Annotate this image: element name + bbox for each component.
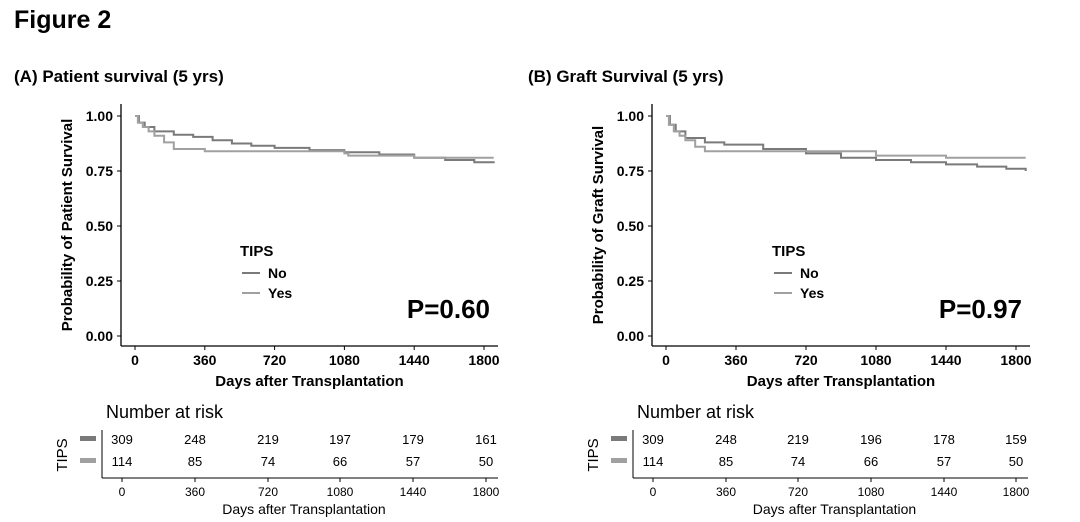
risk-x-tick-label: 0 <box>119 485 126 499</box>
risk-x-tick-label: 1080 <box>327 485 354 499</box>
x-axis-label: Days after Transplantation <box>215 373 403 390</box>
risk-table-x-axis-label: Days after Transplantation <box>222 501 385 517</box>
risk-table-strata-label: TIPS <box>585 438 602 471</box>
risk-table-x-axis-label: Days after Transplantation <box>753 501 916 517</box>
x-tick-label: 1440 <box>930 352 961 368</box>
x-tick-label: 0 <box>131 352 139 368</box>
risk-x-tick-label: 1800 <box>473 485 500 499</box>
y-tick-label: 1.00 <box>617 108 644 124</box>
risk-x-tick-label: 1080 <box>858 485 885 499</box>
panel-title: (B) Graft Survival (5 yrs) <box>528 67 724 86</box>
p-value-annotation: P=0.97 <box>939 294 1022 324</box>
risk-count: 248 <box>715 432 737 447</box>
x-tick-label: 1800 <box>1000 352 1031 368</box>
x-tick-label: 360 <box>724 352 748 368</box>
x-tick-label: 1080 <box>329 352 360 368</box>
figure-title: Figure 2 <box>14 6 112 34</box>
risk-count: 114 <box>643 454 664 469</box>
risk-count: 114 <box>112 454 133 469</box>
risk-x-tick-label: 360 <box>185 485 205 499</box>
risk-count: 179 <box>402 432 424 447</box>
risk-count: 196 <box>860 432 882 447</box>
risk-count: 85 <box>188 454 202 469</box>
x-tick-label: 720 <box>263 352 287 368</box>
risk-table-heading: Number at risk <box>106 402 224 422</box>
y-tick-label: 0.00 <box>617 328 644 344</box>
x-tick-label: 1080 <box>860 352 891 368</box>
y-tick-label: 0.25 <box>86 273 113 289</box>
risk-x-tick-label: 720 <box>258 485 278 499</box>
risk-row-strip-yes <box>611 458 627 463</box>
risk-count: 309 <box>642 432 664 447</box>
x-tick-label: 360 <box>193 352 217 368</box>
risk-row-strip-no <box>611 436 627 441</box>
x-tick-label: 0 <box>662 352 670 368</box>
risk-count: 50 <box>479 454 493 469</box>
risk-count: 50 <box>1009 454 1023 469</box>
legend-label-no: No <box>268 265 287 281</box>
risk-count: 219 <box>787 432 809 447</box>
y-tick-label: 0.75 <box>86 163 113 179</box>
legend-title: TIPS <box>772 243 805 260</box>
risk-x-tick-label: 0 <box>650 485 657 499</box>
y-tick-label: 0.50 <box>617 218 644 234</box>
legend-title: TIPS <box>240 243 273 260</box>
risk-count: 74 <box>791 454 805 469</box>
legend-label-no: No <box>800 265 819 281</box>
x-tick-label: 1800 <box>468 352 499 368</box>
x-axis-label: Days after Transplantation <box>747 373 935 390</box>
risk-count: 159 <box>1005 432 1027 447</box>
risk-x-tick-label: 720 <box>788 485 808 499</box>
risk-count: 57 <box>937 454 951 469</box>
risk-x-tick-label: 360 <box>716 485 736 499</box>
risk-row-strip-no <box>80 436 96 441</box>
risk-table-heading: Number at risk <box>637 402 755 422</box>
y-tick-label: 0.00 <box>86 328 113 344</box>
x-tick-label: 720 <box>794 352 818 368</box>
chart-panel-a: (A) Patient survival (5 yrs) 0.00 0.25 0.50… <box>14 67 500 517</box>
y-tick-label: 0.50 <box>86 218 113 234</box>
y-tick-label: 0.25 <box>617 273 644 289</box>
x-tick-label: 1440 <box>399 352 430 368</box>
y-axis-label: Probability of Graft Survival <box>590 126 607 324</box>
legend-label-yes: Yes <box>800 285 824 301</box>
risk-x-tick-label: 1800 <box>1003 485 1030 499</box>
risk-count: 219 <box>257 432 279 447</box>
risk-count: 74 <box>261 454 275 469</box>
risk-count: 248 <box>184 432 206 447</box>
risk-count: 178 <box>933 432 955 447</box>
chart-panel-b: (B) Graft Survival (5 yrs) 0.00 0.25 0.50 0.… <box>528 67 1032 517</box>
y-axis-label: Probability of Patient Survival <box>59 119 76 332</box>
risk-table-strata-label: TIPS <box>54 438 71 471</box>
y-tick-label: 1.00 <box>86 108 113 124</box>
survival-curve-yes <box>135 115 494 159</box>
risk-x-tick-label: 1440 <box>931 485 958 499</box>
p-value-annotation: P=0.60 <box>407 294 490 324</box>
risk-count: 57 <box>406 454 420 469</box>
risk-count: 309 <box>111 432 133 447</box>
risk-row-strip-yes <box>80 458 96 463</box>
risk-count: 66 <box>333 454 347 469</box>
risk-count: 197 <box>329 432 351 447</box>
y-tick-label: 0.75 <box>617 163 644 179</box>
risk-count: 85 <box>719 454 733 469</box>
risk-count: 161 <box>475 432 497 447</box>
survival-curve-no <box>135 115 495 164</box>
legend-label-yes: Yes <box>268 285 292 301</box>
survival-curve-no <box>666 115 1027 171</box>
panel-title: (A) Patient survival (5 yrs) <box>14 67 224 86</box>
survival-curve-yes <box>666 115 1026 159</box>
risk-count: 66 <box>864 454 878 469</box>
risk-x-tick-label: 1440 <box>400 485 427 499</box>
